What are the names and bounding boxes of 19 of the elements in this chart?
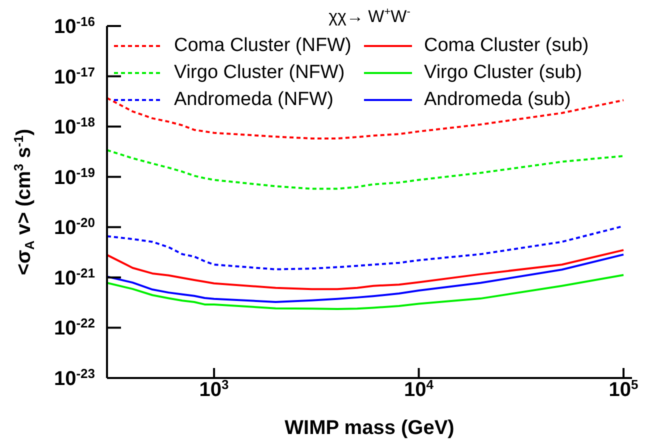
y-tick-label: 10$^{-18}$ [54,114,95,139]
y-tick-label: 10$^{-20}$ [54,215,95,240]
x-tick-label: 10$^{4}$ [404,377,434,401]
y-tick-label: 10$^{-16}$ [54,14,95,38]
y-tick-label: 10$^{-21}$ [54,265,95,290]
legend-label: Coma Cluster (sub) [424,34,589,56]
legend-label: Virgo Cluster (NFW) [174,62,345,84]
legend-label: Virgo Cluster (sub) [424,62,582,84]
x-tick-label: 10$^{5}$ [608,377,638,401]
legend-label: Andromeda (sub) [424,88,571,110]
chart-title: χχ→ W$^{+}$W$^{-}$ [328,6,411,26]
x-tick-label: 10$^{3}$ [199,377,229,401]
legend-label: Coma Cluster (NFW) [174,34,352,56]
x-axis-title: WIMP mass (GeV) [284,417,454,439]
y-tick-label: 10$^{-17}$ [54,64,95,88]
legend-label: Andromeda (NFW) [174,88,334,110]
y-tick-label: 10$^{-19}$ [54,164,95,189]
y-tick-label: 10$^{-23}$ [54,366,95,390]
y-tick-label: 10$^{-22}$ [54,316,95,340]
